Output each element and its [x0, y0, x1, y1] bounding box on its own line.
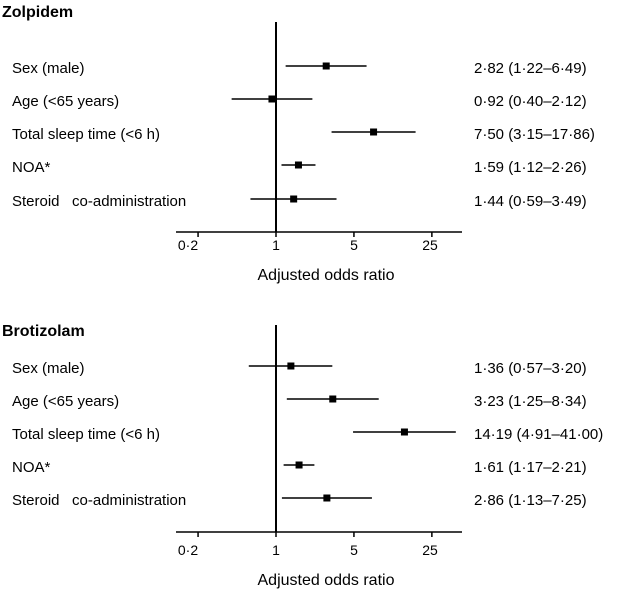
row-label: NOA* — [12, 159, 51, 176]
x-tick-label: 5 — [350, 542, 358, 558]
row-label: Age (<65 years) — [12, 93, 119, 110]
row-label: Sex (male) — [12, 360, 85, 377]
x-tick-label: 0·2 — [178, 542, 198, 558]
ci-text: 7·50 (3·15–17·86) — [474, 126, 595, 143]
ci-text: 2·86 (1·13–7·25) — [474, 492, 587, 509]
panel-zolpidem: Zolpidem Sex (male) Age (<65 years) Tota… — [2, 4, 595, 284]
row-label: NOA* — [12, 459, 51, 476]
odds-ratio-marker — [295, 461, 303, 469]
odds-ratio-marker — [290, 195, 298, 203]
ci-text: 2·82 (1·22–6·49) — [474, 60, 587, 77]
row-label: Total sleep time (<6 h) — [12, 426, 160, 443]
odds-ratio-marker — [287, 362, 295, 370]
odds-ratio-marker — [322, 62, 330, 70]
ci-text: 1·59 (1·12–2·26) — [474, 159, 587, 176]
ci-text: 0·92 (0·40–2·12) — [474, 93, 587, 110]
row-label: Steroid co-administration — [12, 492, 186, 509]
x-axis-label: Adjusted odds ratio — [258, 572, 395, 589]
row-label: Sex (male) — [12, 60, 85, 77]
odds-ratio-marker — [400, 428, 408, 436]
row-label: Steroid co-administration — [12, 193, 186, 210]
ci-text: 1·44 (0·59–3·49) — [474, 193, 587, 210]
chart-marks — [176, 22, 462, 537]
odds-ratio-marker — [323, 494, 331, 502]
x-tick-label: 1 — [272, 237, 280, 253]
x-tick-label: 1 — [272, 542, 280, 558]
x-tick-label: 25 — [422, 542, 438, 558]
x-tick-label: 25 — [422, 237, 438, 253]
x-tick-label: 5 — [350, 237, 358, 253]
panel-brotizolam: Brotizolam Sex (male) Age (<65 years) To… — [2, 323, 603, 589]
odds-ratio-marker — [370, 128, 378, 136]
panel-title: Zolpidem — [2, 4, 73, 21]
odds-ratio-marker — [294, 161, 302, 169]
ci-text: 3·23 (1·25–8·34) — [474, 393, 587, 410]
odds-ratio-marker — [329, 395, 337, 403]
panel-title: Brotizolam — [2, 323, 85, 340]
row-label: Total sleep time (<6 h) — [12, 126, 160, 143]
ci-text: 14·19 (4·91–41·00) — [474, 426, 603, 443]
x-axis-label: Adjusted odds ratio — [258, 267, 395, 284]
x-tick-label: 0·2 — [178, 237, 198, 253]
odds-ratio-marker — [268, 95, 276, 103]
ci-text: 1·61 (1·17–2·21) — [474, 459, 587, 476]
ci-text: 1·36 (0·57–3·20) — [474, 360, 587, 377]
row-label: Age (<65 years) — [12, 393, 119, 410]
